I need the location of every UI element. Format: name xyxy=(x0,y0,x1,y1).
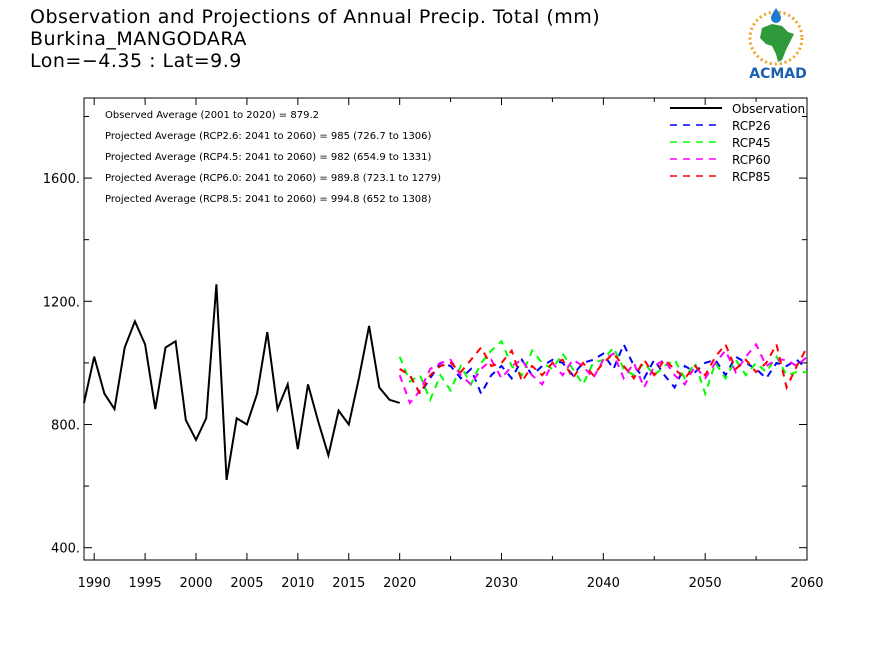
legend-label-rcp26: RCP26 xyxy=(732,119,771,133)
water-drop-icon xyxy=(771,8,781,23)
series-rcp60 xyxy=(398,342,808,405)
y-tick-label: 800. xyxy=(51,418,80,433)
legend-label-rcp60: RCP60 xyxy=(732,153,771,167)
x-tick-label: 1995 xyxy=(129,576,162,591)
y-tick-label: 1200. xyxy=(43,295,80,310)
x-tick-label: 2050 xyxy=(689,576,722,591)
annotation-line: Projected Average (RCP2.6: 2041 to 2060)… xyxy=(105,131,432,142)
title-block: Observation and Projections of Annual Pr… xyxy=(30,6,600,72)
legend-label-rcp85: RCP85 xyxy=(732,170,771,184)
annotations: Observed Average (2001 to 2020) = 879.2 P… xyxy=(105,110,441,205)
y-axis: 400. 800. 1200. 1600. xyxy=(43,115,807,557)
legend: Observation RCP26 RCP45 RCP60 RCP85 xyxy=(670,102,805,184)
y-tick-label: 1600. xyxy=(43,172,80,187)
x-tick-label: 1990 xyxy=(78,576,111,591)
annotation-line: Projected Average (RCP8.5: 2041 to 2060)… xyxy=(105,194,432,205)
x-tick-label: 2000 xyxy=(179,576,212,591)
location-label: Burkina_MANGODARA xyxy=(30,28,247,50)
x-tick-label: 2010 xyxy=(281,576,314,591)
series-observation xyxy=(83,284,400,481)
series-rcp26 xyxy=(399,341,808,397)
x-axis: 1990 1995 2000 2005 2010 2015 2020 2030 2040 2050… xyxy=(78,98,824,591)
plot-frame xyxy=(83,97,808,561)
legend-label-rcp45: RCP45 xyxy=(732,136,771,150)
x-tick-label: 2020 xyxy=(383,576,416,591)
annotation-line: Projected Average (RCP6.0: 2041 to 2060)… xyxy=(105,173,441,184)
x-tick-label: 2015 xyxy=(332,576,365,591)
x-tick-label: 2040 xyxy=(587,576,620,591)
x-tick-label: 2060 xyxy=(790,576,823,591)
legend-label-observation: Observation xyxy=(732,102,805,116)
acmad-logo: ACMAD xyxy=(748,8,807,82)
x-tick-label: 2030 xyxy=(485,576,518,591)
coords-label: Lon=−4.35 : Lat=9.9 xyxy=(30,50,242,72)
y-tick-label: 400. xyxy=(51,542,80,557)
series-rcp85 xyxy=(399,341,808,396)
annotation-line: Observed Average (2001 to 2020) = 879.2 xyxy=(105,110,319,121)
series-group xyxy=(83,284,808,481)
logo-text: ACMAD xyxy=(749,66,807,82)
chart-title: Observation and Projections of Annual Pr… xyxy=(30,6,601,28)
x-tick-label: 2005 xyxy=(230,576,263,591)
annotation-line: Projected Average (RCP4.5: 2041 to 2060)… xyxy=(105,152,432,163)
africa-icon xyxy=(760,24,794,62)
